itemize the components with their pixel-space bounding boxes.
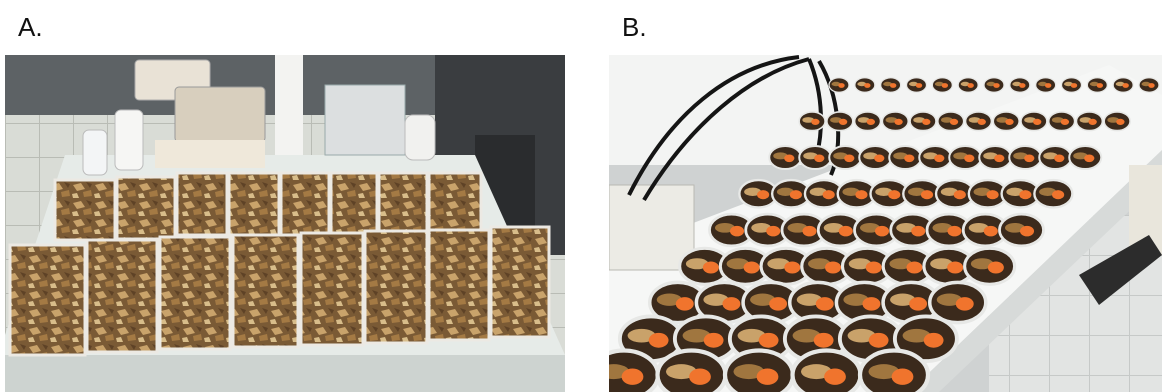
panel-label-a: A. bbox=[18, 12, 43, 42]
photo-leaf-litter-trays bbox=[5, 55, 565, 392]
photo-cups-with-carrot-slices bbox=[609, 55, 1162, 392]
panel-label-b: B. bbox=[622, 12, 647, 42]
